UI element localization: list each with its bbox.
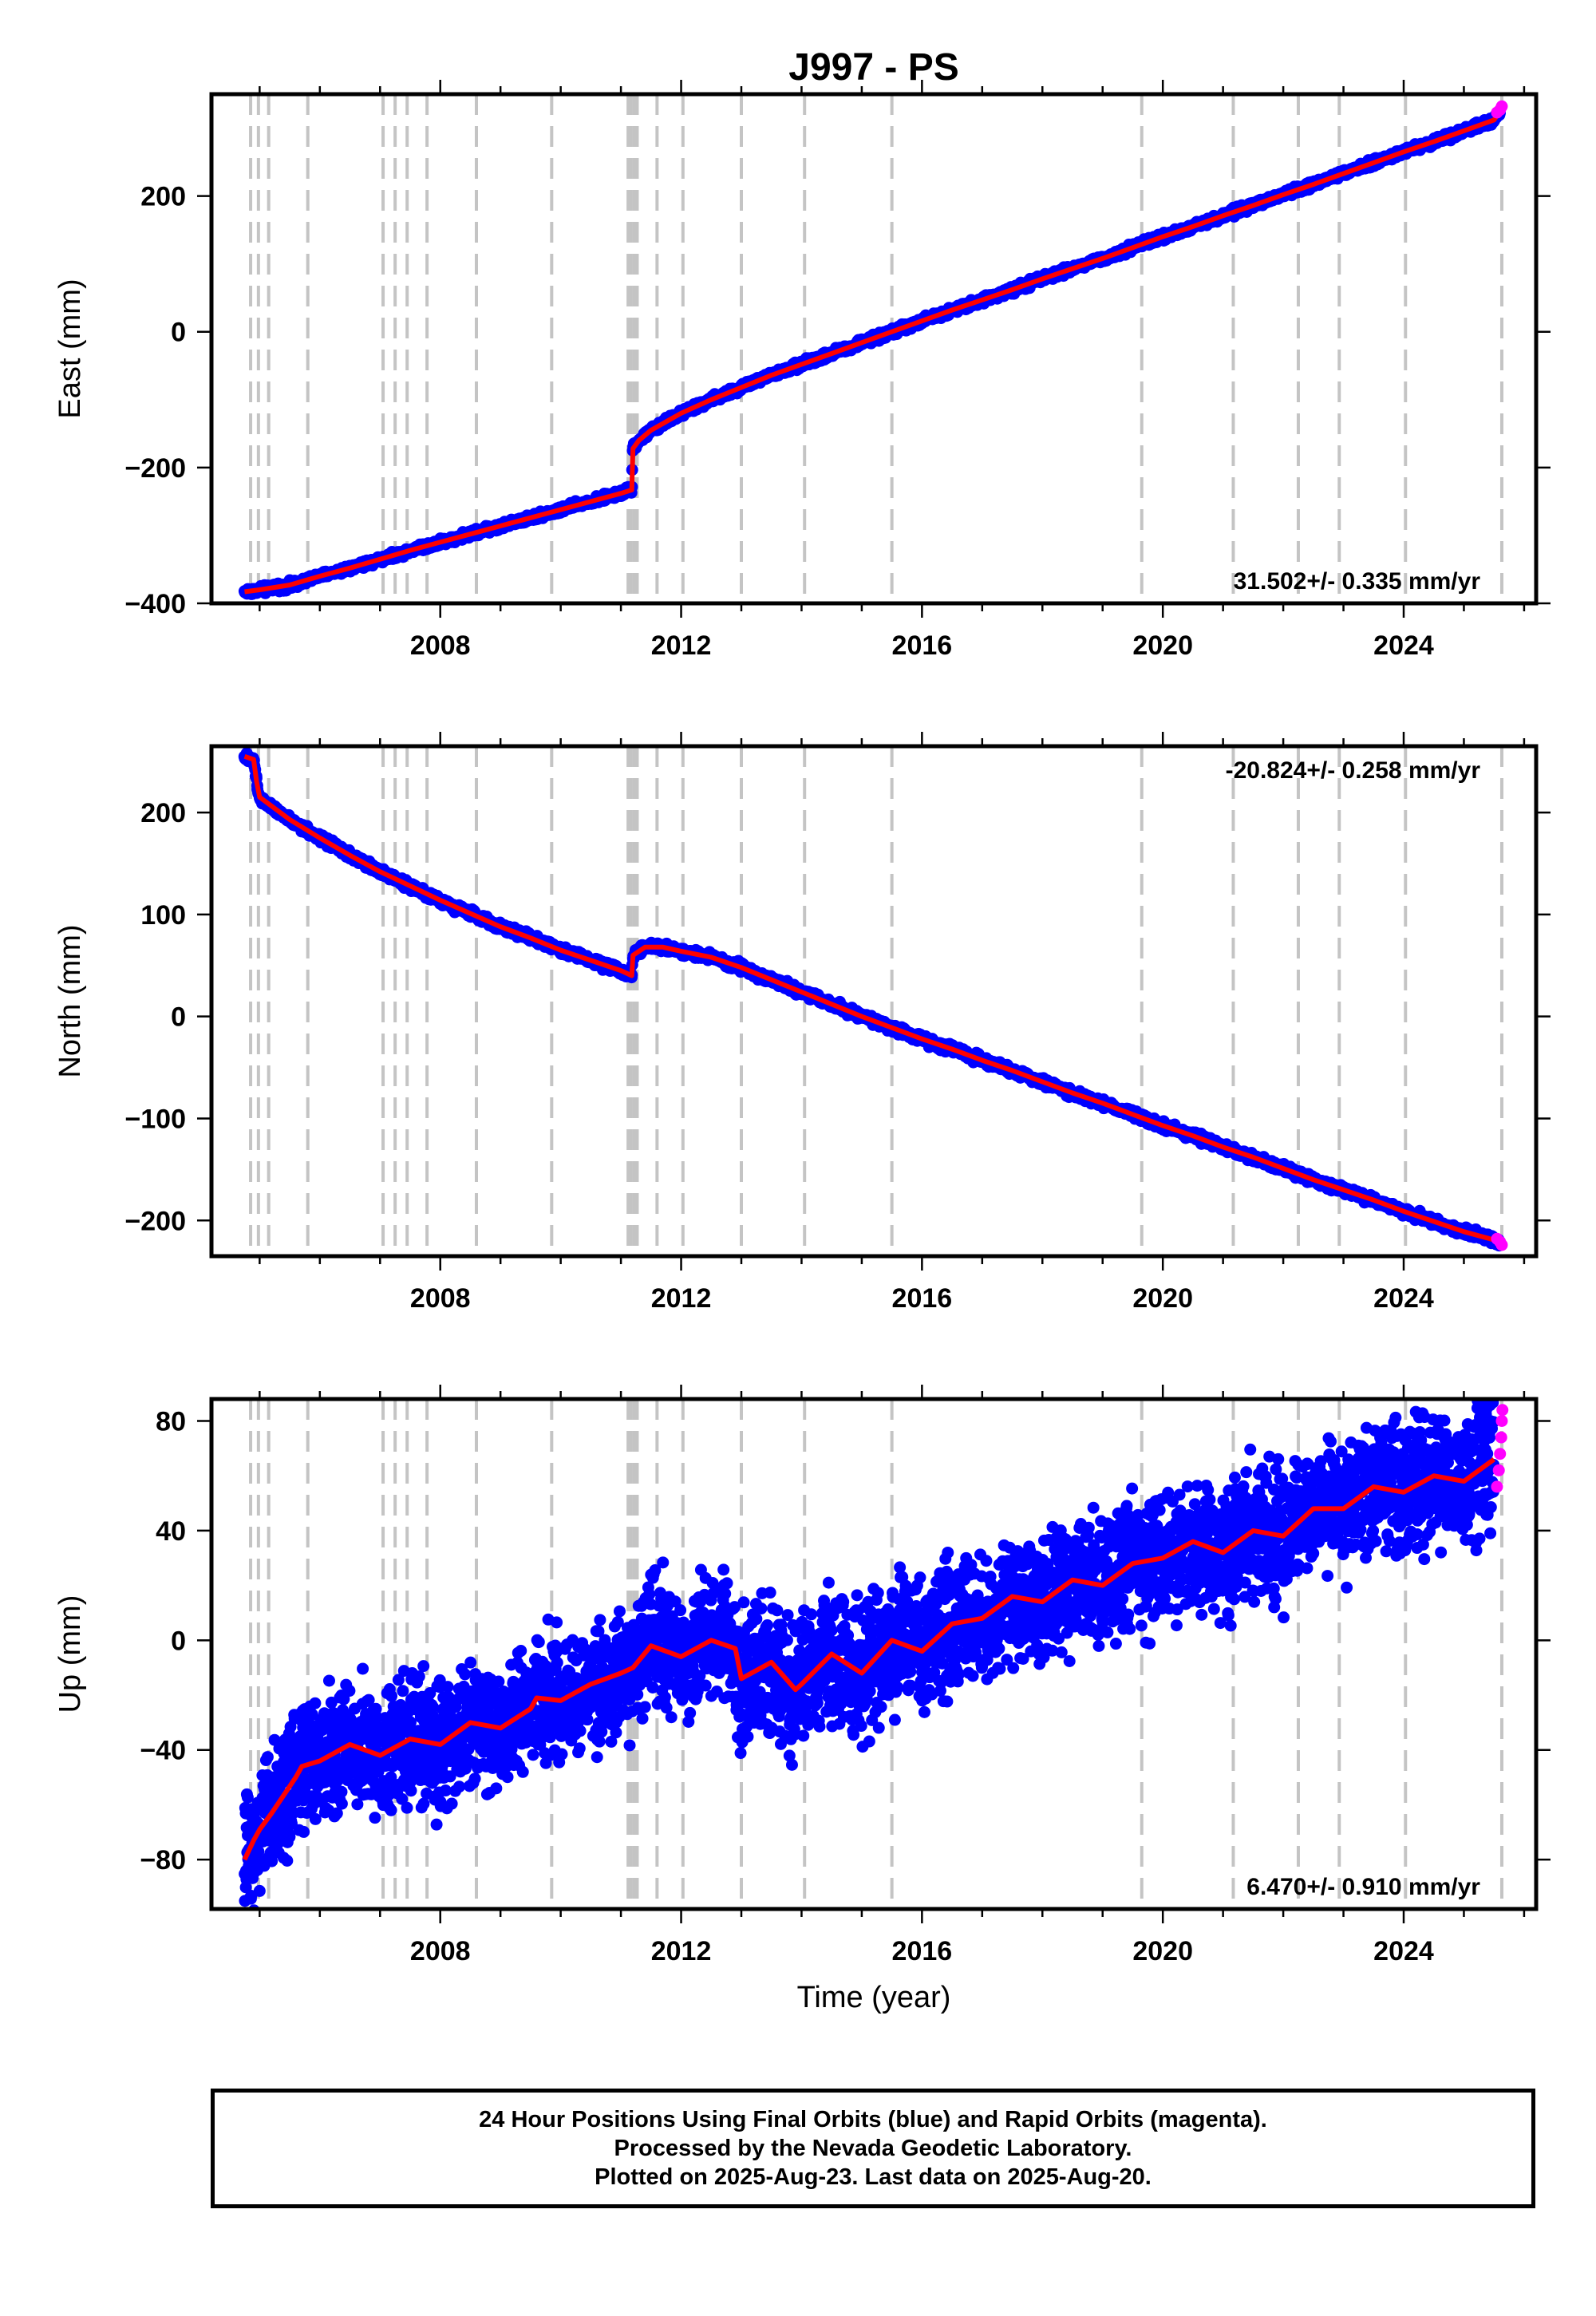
- east-x-tick-label: 2024: [1373, 630, 1434, 661]
- chart-title: J997 - PS: [788, 46, 958, 89]
- east-y-tick-label: 0: [171, 318, 186, 348]
- east-plot-frame: [209, 92, 1539, 606]
- east-panel: 2008 2012 2016 2020 2024 −400 −200 0 200 East (mm…: [53, 80, 1551, 661]
- east-x-tick-label: 2008: [410, 630, 471, 661]
- east-y-axis-label: East (mm): [53, 279, 87, 418]
- east-x-tick-label: 2016: [892, 630, 953, 661]
- north-panel: 2008 2012 2016 2020 2024−200−1000100200North…: [53, 732, 1551, 1314]
- east-y-tick-label: −400: [124, 589, 186, 619]
- east-y-tick-label: −200: [124, 453, 186, 484]
- east-x-tick-label: 2012: [651, 630, 712, 661]
- east-rapid-point: [1495, 100, 1508, 113]
- east-x-tick-label: 2020: [1132, 630, 1193, 661]
- east-rate-label: 31.502+/- 0.335 mm/yr: [1234, 568, 1481, 595]
- east-rapid-orbit-points: [1491, 100, 1508, 119]
- east-model-line: [244, 109, 1503, 595]
- east-y-tick-label: 200: [140, 182, 186, 212]
